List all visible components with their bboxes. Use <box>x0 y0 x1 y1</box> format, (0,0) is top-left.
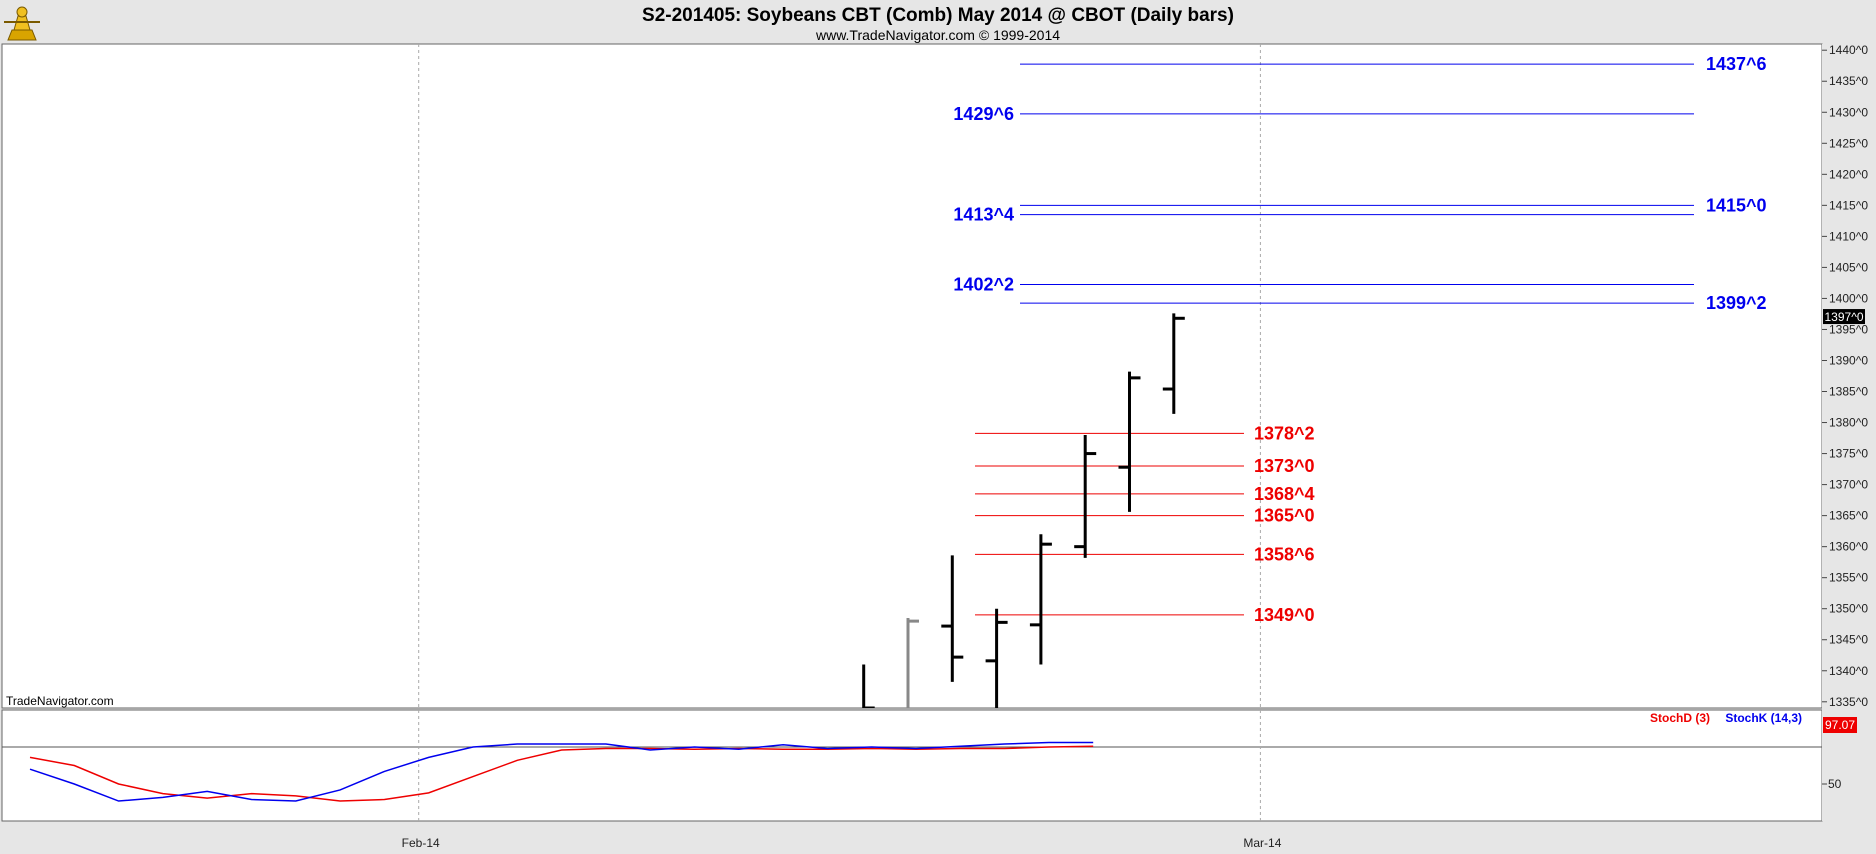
date-label-feb-14: Feb-14 <box>402 836 440 850</box>
price-tick-label: 1355^0 <box>1829 571 1868 585</box>
blue-level-label: 1402^2 <box>953 274 1014 294</box>
price-bars <box>862 313 1185 708</box>
stoch-axis-label: 50 <box>1828 777 1842 791</box>
price-axis: 1335^0 1340^0 1345^0 1350^0 1355^0 1360^0 1365… <box>1822 43 1868 709</box>
ohlc-bar <box>1074 434 1097 558</box>
ohlc-bar <box>1029 534 1052 665</box>
blue-level-label: 1415^0 <box>1706 195 1767 215</box>
price-tick-label: 1340^0 <box>1829 664 1868 678</box>
price-tick-label: 1360^0 <box>1829 540 1868 554</box>
red-level-label: 1365^0 <box>1254 506 1315 526</box>
price-tick-label: 1435^0 <box>1829 74 1868 88</box>
price-tick-label: 1430^0 <box>1829 105 1868 119</box>
price-tick-label: 1395^0 <box>1829 322 1868 336</box>
date-label-mar-14: Mar-14 <box>1243 836 1281 850</box>
price-tick-label: 1425^0 <box>1829 136 1868 150</box>
legend-stoch-d: StochD (3) <box>1650 711 1710 725</box>
price-tick-label: 1335^0 <box>1829 695 1868 709</box>
red-level-label: 1373^0 <box>1254 456 1315 476</box>
price-tick-label: 1390^0 <box>1829 353 1868 367</box>
stochastic-panel[interactable] <box>1 709 1823 822</box>
ohlc-bar <box>985 608 1008 708</box>
price-tick-label: 1380^0 <box>1829 416 1868 430</box>
ohlc-bar <box>941 555 964 682</box>
ohlc-bar <box>862 664 875 708</box>
price-tick-label: 1410^0 <box>1829 229 1868 243</box>
blue-level-label: 1413^4 <box>953 205 1014 225</box>
stoch-k-line <box>29 741 1094 802</box>
red-level-label: 1358^6 <box>1254 544 1315 564</box>
price-panel[interactable] <box>1 43 1823 709</box>
blue-level-label: 1429^6 <box>953 104 1014 124</box>
chart-title: S2-201405: Soybeans CBT (Comb) May 2014 … <box>642 5 1234 26</box>
price-tick-label: 1415^0 <box>1829 198 1868 212</box>
price-tick-label: 1420^0 <box>1829 167 1868 181</box>
blue-level-label: 1437^6 <box>1706 54 1767 74</box>
price-tick-label: 1400^0 <box>1829 291 1868 305</box>
red-level-label: 1368^4 <box>1254 484 1315 504</box>
ohlc-bar <box>1118 371 1141 512</box>
stochastic-lines <box>29 741 1827 802</box>
price-tick-label: 1385^0 <box>1829 385 1868 399</box>
ohlc-bar <box>1162 313 1185 414</box>
price-tick-label: 1365^0 <box>1829 509 1868 523</box>
legend-stoch-k: StochK (14,3) <box>1725 711 1802 725</box>
last-price-label: 1397^0 <box>1825 310 1864 324</box>
date-axis: Feb-14 Mar-14 <box>402 836 1282 850</box>
red-level-label: 1349^0 <box>1254 605 1315 625</box>
blue-level-label: 1399^2 <box>1706 293 1767 313</box>
stoch-value-label: 97.07 <box>1825 718 1855 732</box>
price-tick-label: 1345^0 <box>1829 633 1868 647</box>
price-tick-label: 1350^0 <box>1829 602 1868 616</box>
stoch-value-badge <box>1823 717 1857 733</box>
price-tick-label: 1375^0 <box>1829 447 1868 461</box>
watermark-text: TradeNavigator.com <box>6 694 114 708</box>
level-lines: 1437^6 1429^6 1415^0 1413^4 1402^2 1399^2 1378… <box>953 54 1766 625</box>
ohlc-bar <box>906 618 919 708</box>
logo-icon <box>4 6 40 41</box>
price-tick-label: 1405^0 <box>1829 260 1868 274</box>
price-tick-label: 1440^0 <box>1829 43 1868 57</box>
red-level-label: 1378^2 <box>1254 423 1315 443</box>
price-tick-label: 1370^0 <box>1829 478 1868 492</box>
chart-subtitle: www.TradeNavigator.com © 1999-2014 <box>815 27 1060 43</box>
price-axis-background <box>1822 44 1876 821</box>
last-price-badge <box>1823 309 1865 325</box>
